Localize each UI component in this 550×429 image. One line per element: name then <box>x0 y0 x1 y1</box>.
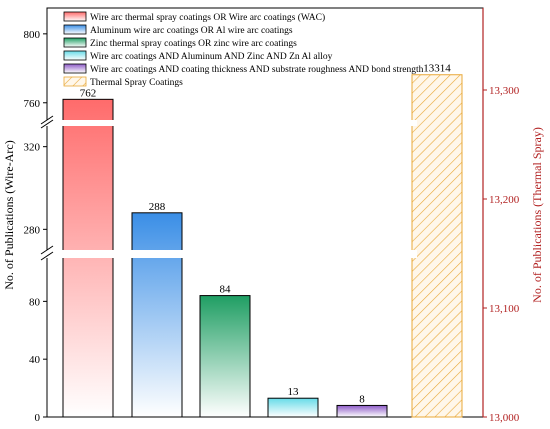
axis-break-gap-2 <box>41 120 417 126</box>
legend-swatch-4 <box>63 50 87 61</box>
legend-swatch-2 <box>63 24 87 35</box>
bar-2 <box>131 212 183 418</box>
bar-5 <box>336 404 388 418</box>
value-label-1: 762 <box>80 87 97 99</box>
bar-3 <box>199 295 251 418</box>
left-tick-label: 80 <box>29 296 41 308</box>
right-axis-title: No. of Publications (Thermal Spray) <box>530 127 544 303</box>
axis-break-mark-1b <box>40 245 54 255</box>
bar-4 <box>267 397 319 418</box>
axis-break-mark-1a <box>40 251 54 261</box>
right-tick-label: 13,100 <box>489 303 520 315</box>
value-label-3: 84 <box>220 284 232 296</box>
axis-break-gap-1 <box>41 250 417 258</box>
legend-swatch-1 <box>63 11 87 22</box>
value-label-5: 8 <box>359 393 365 405</box>
left-tick-label: 0 <box>35 412 41 424</box>
legend-swatch-6 <box>63 76 87 87</box>
legend-swatch-3 <box>63 37 87 48</box>
axis-break-mark-2a <box>40 119 54 129</box>
bar-6 <box>411 74 463 418</box>
legend-label-2: Aluminum wire arc coatings OR Al wire ar… <box>90 26 293 36</box>
value-labels: 762 288 84 13 8 13314 <box>80 63 452 406</box>
left-tick-label: 280 <box>24 224 41 236</box>
right-tick-label: 13,300 <box>489 85 520 97</box>
right-tick-label: 13,000 <box>489 412 520 424</box>
legend-label-1: Wire arc thermal spray coatings OR Wire … <box>90 12 325 23</box>
legend-label-3: Zinc thermal spray coatings OR zinc wire… <box>90 39 297 49</box>
axis-break-mark-2b <box>40 115 54 125</box>
right-axis: 13,000 13,100 13,200 13,300 <box>482 8 520 424</box>
legend-label-4: Wire arc coatings AND Aluminum AND Zinc … <box>90 52 333 62</box>
left-tick-label: 800 <box>24 29 41 41</box>
legend-swatch-5 <box>63 63 87 74</box>
value-label-2: 288 <box>149 201 166 213</box>
bar-1 <box>62 98 114 418</box>
left-axis: 0 40 80 280 320 760 800 <box>24 29 417 424</box>
legend: Wire arc thermal spray coatings OR Wire … <box>63 11 424 88</box>
legend-label-5: Wire arc coatings AND coating thickness … <box>90 65 424 75</box>
left-tick-label: 320 <box>24 142 41 154</box>
value-label-6: 13314 <box>423 63 451 75</box>
bars <box>62 74 463 418</box>
legend-label-6: Thermal Spray Coatings <box>90 78 183 88</box>
left-axis-title: No. of Publications (Wire-Arc) <box>2 140 16 289</box>
left-tick-label: 760 <box>24 98 41 110</box>
value-label-4: 13 <box>288 386 300 398</box>
left-tick-label: 40 <box>29 354 41 366</box>
right-tick-label: 13,200 <box>489 194 520 206</box>
plot-area: 762 288 84 13 8 13314 0 40 80 280 320 760 800 13,00… <box>24 7 520 424</box>
